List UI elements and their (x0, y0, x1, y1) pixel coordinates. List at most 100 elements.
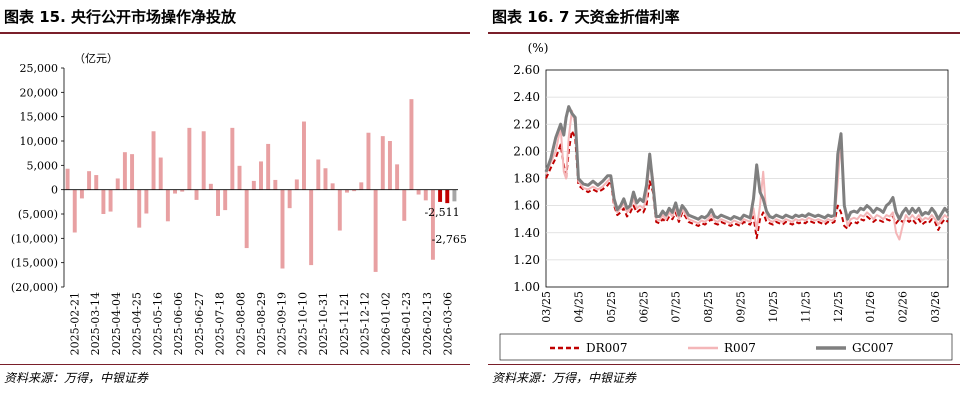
left-bar (130, 154, 135, 190)
left-bar (266, 143, 271, 190)
left-bar-annotation: -2,765 (432, 233, 467, 246)
left-bar (259, 161, 263, 190)
left-bar (158, 157, 163, 190)
left-y-tick-label: (5,000) (18, 208, 58, 221)
right-y-tick-label: 1.20 (513, 253, 540, 267)
right-bottom-rule (488, 364, 960, 365)
left-bar (187, 127, 192, 190)
left-bottom-rule (0, 364, 470, 365)
series-line-dr007 (545, 130, 949, 240)
left-bar (309, 189, 314, 266)
left-x-tick-label: 2025-10-31 (317, 292, 330, 355)
left-unit-label: （亿元） (74, 52, 118, 65)
left-title-rule (0, 32, 470, 34)
left-bar-annotation: -2,511 (424, 206, 459, 219)
left-bar (108, 189, 113, 212)
left-bar (137, 189, 142, 228)
left-y-tick-label: 20,000 (20, 86, 59, 99)
left-bar (101, 189, 106, 214)
seven-day-rate-line-chart: (%) 1.00 1.20 1.40 1.60 1.80 2.00 2.20 2.40 2.60 0… (499, 41, 953, 361)
left-x-tick-label: 2025-06-27 (193, 292, 206, 355)
left-bar (366, 132, 371, 190)
right-y-tick-label: 1.00 (513, 280, 540, 294)
left-x-tick-label: 2026-02-13 (421, 292, 434, 355)
right-x-tick-label: 07/25 (670, 291, 683, 323)
left-x-tick-label: 2025-11-21 (338, 292, 351, 355)
left-bar (316, 159, 321, 190)
right-x-tick-label: 01/26 (864, 291, 877, 323)
right-x-tick-label: 12/25 (832, 291, 845, 323)
right-y-tick-label: 2.00 (513, 144, 540, 158)
left-bar (87, 171, 92, 190)
right-source-note: 资料来源：万得，中银证券 (492, 371, 637, 385)
series-line-gc007 (544, 105, 950, 221)
left-y-tick-label: (20,000) (11, 281, 58, 294)
legend-label-dr007: DR007 (586, 341, 628, 355)
legend-label-r007: R007 (724, 341, 756, 355)
left-x-tick-label: 2025-08-08 (234, 292, 247, 355)
right-y-tick-label: 1.60 (513, 199, 540, 213)
left-bar (337, 189, 342, 231)
left-y-tick-label: (15,000) (11, 257, 58, 270)
left-bar (144, 189, 149, 214)
left-bar (94, 175, 99, 190)
left-bar (387, 141, 392, 190)
left-bar (216, 189, 220, 216)
left-bar (395, 164, 400, 190)
left-x-tick-label: 2025-04-04 (110, 292, 123, 355)
right-x-tick-label: 10/25 (767, 291, 780, 323)
left-bar (416, 189, 421, 195)
left-y-tick-label: (10,000) (11, 232, 58, 245)
left-bar (402, 189, 407, 221)
left-bar (323, 168, 328, 190)
left-bar (287, 189, 292, 209)
left-chart-title: 图表 15. 央行公开市场操作净投放 (4, 8, 237, 26)
right-unit-label: (%) (528, 41, 549, 55)
left-bar (273, 179, 278, 190)
left-bar (122, 152, 127, 190)
right-chart-title: 图表 16. 7 天资金折借利率 (492, 8, 680, 26)
right-x-tick-label: 05/25 (605, 291, 618, 323)
left-bar (201, 131, 206, 190)
left-bar (438, 189, 443, 202)
left-x-tick-label: 2025-10-10 (296, 292, 309, 355)
left-bar (115, 178, 120, 190)
left-bar (452, 189, 457, 202)
right-x-tick-label: 11/25 (799, 291, 812, 323)
left-bar (223, 189, 228, 211)
left-x-tick-label: 2025-02-21 (68, 292, 81, 355)
right-y-tick-label: 1.40 (513, 226, 540, 240)
left-bar (359, 182, 364, 190)
left-x-tick-label: 2025-06-06 (172, 292, 185, 355)
left-x-tick-label: 2025-12-12 (359, 292, 372, 355)
left-bar (180, 189, 185, 192)
left-x-tick-label: 2025-05-16 (151, 292, 164, 355)
right-x-tick-label: 04/25 (572, 291, 585, 323)
right-y-tick-label: 2.40 (513, 90, 540, 104)
left-bar (330, 183, 335, 190)
left-x-tick-label: 2026-03-06 (442, 292, 455, 355)
left-x-tick-label: 2026-01-23 (400, 292, 413, 355)
legend-label-gc007: GC007 (852, 341, 894, 355)
left-bar (173, 189, 178, 194)
left-bar (237, 165, 242, 190)
left-bar (352, 189, 357, 192)
left-y-tick-label: 5,000 (27, 159, 59, 172)
left-x-tick-label: 2025-04-25 (131, 292, 144, 355)
left-bar (430, 189, 435, 260)
left-x-tick-label: 2025-03-14 (89, 292, 102, 355)
right-x-tick-label: 02/26 (897, 291, 910, 323)
right-x-tick-label: 03/25 (540, 291, 553, 323)
left-bar (423, 189, 428, 201)
right-title-rule (488, 32, 960, 34)
right-y-tick-label: 2.60 (513, 63, 540, 77)
right-x-tick-label: 09/25 (735, 291, 748, 323)
left-bar (208, 183, 213, 190)
left-bar (445, 189, 450, 204)
left-y-tick-label: 15,000 (20, 111, 59, 124)
left-bar (165, 189, 170, 222)
left-bar (151, 131, 156, 190)
left-bar (230, 127, 235, 190)
left-bar (194, 189, 199, 200)
right-x-tick-label: 06/25 (637, 291, 650, 323)
